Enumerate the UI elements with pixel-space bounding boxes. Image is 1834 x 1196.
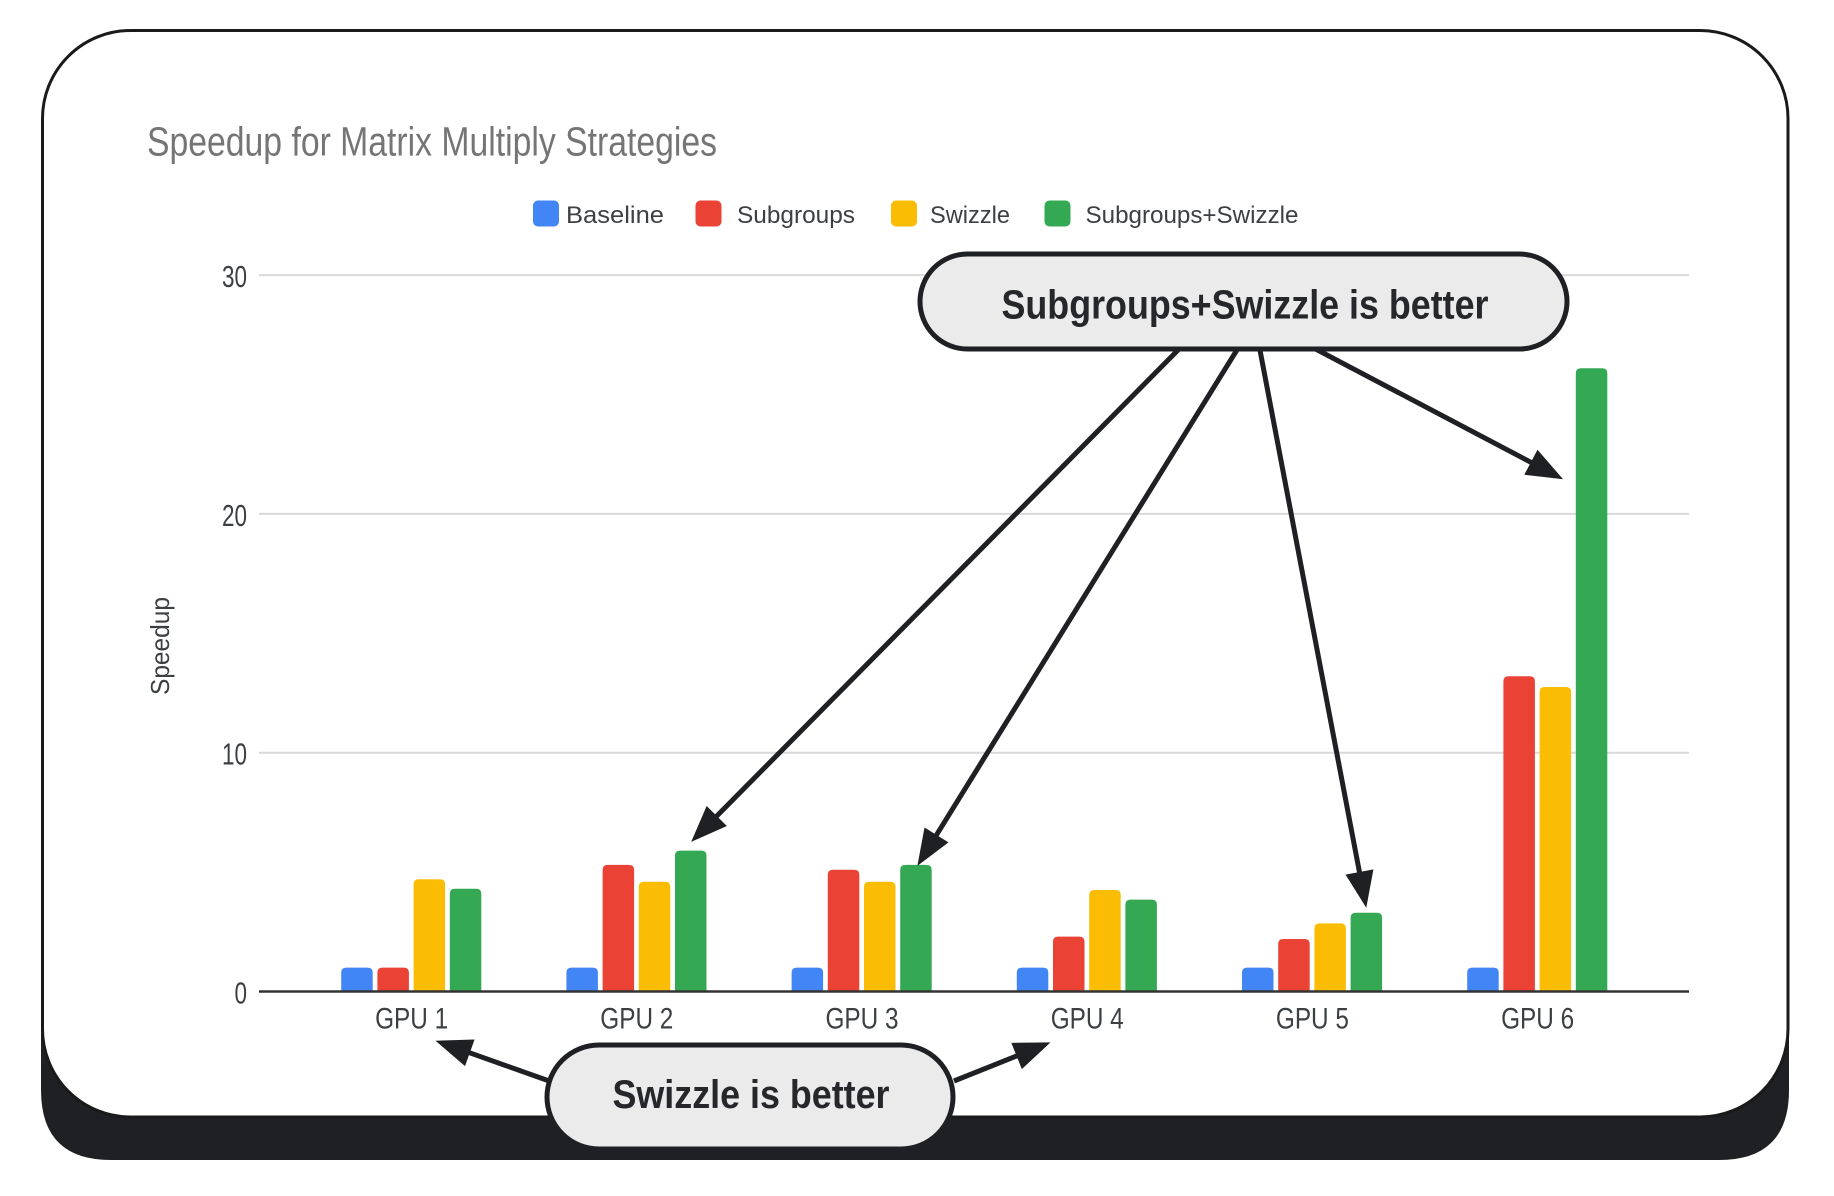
svg-text:Swizzle: Swizzle: [930, 202, 1010, 229]
svg-text:30: 30: [222, 259, 247, 294]
svg-text:GPU 6: GPU 6: [1501, 1003, 1574, 1036]
svg-text:Swizzle is better: Swizzle is better: [613, 1073, 890, 1117]
svg-text:10: 10: [222, 737, 247, 772]
svg-text:Baseline: Baseline: [566, 202, 664, 229]
svg-text:GPU 5: GPU 5: [1276, 1003, 1349, 1036]
svg-text:Subgroups: Subgroups: [737, 202, 855, 229]
svg-text:GPU 4: GPU 4: [1051, 1003, 1124, 1036]
svg-text:GPU 2: GPU 2: [600, 1003, 673, 1036]
svg-text:0: 0: [235, 976, 248, 1011]
svg-text:GPU 3: GPU 3: [826, 1003, 899, 1036]
svg-text:20: 20: [222, 498, 247, 533]
svg-text:GPU 1: GPU 1: [375, 1003, 448, 1036]
svg-text:Speedup for Matrix Multiply St: Speedup for Matrix Multiply Strategies: [147, 119, 717, 165]
svg-text:Subgroups+Swizzle: Subgroups+Swizzle: [1086, 202, 1299, 229]
svg-text:Subgroups+Swizzle is better: Subgroups+Swizzle is better: [1002, 282, 1489, 328]
svg-text:Speedup: Speedup: [145, 597, 175, 695]
